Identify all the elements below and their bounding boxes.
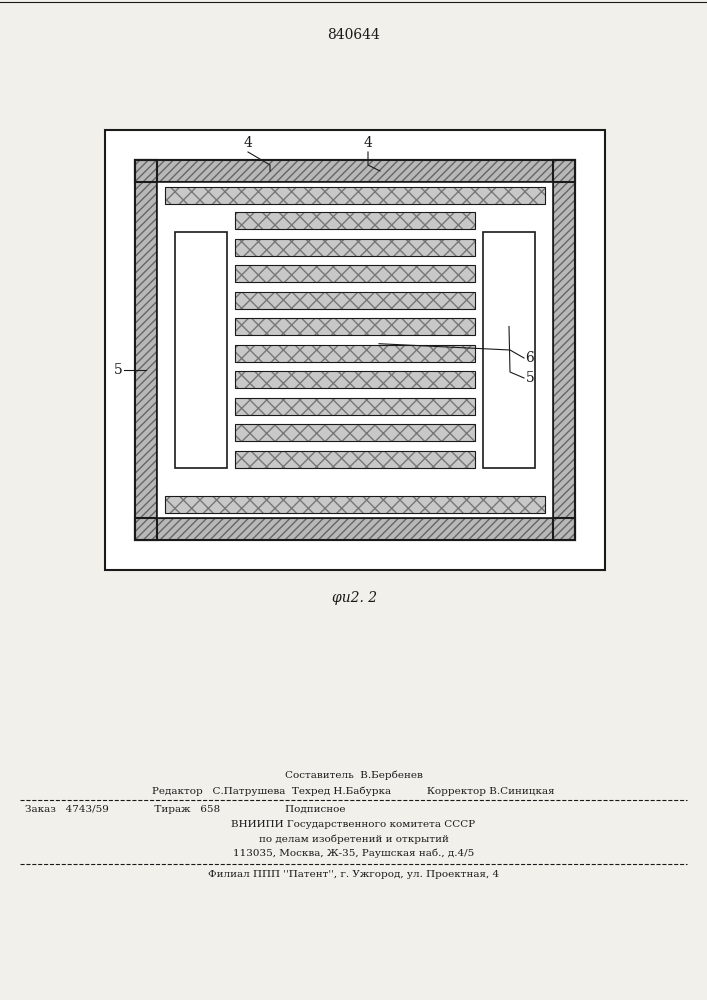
Bar xyxy=(235,292,475,309)
Bar xyxy=(235,318,475,335)
Bar xyxy=(235,318,475,335)
Text: 5: 5 xyxy=(525,371,534,385)
Bar xyxy=(135,518,575,540)
Bar xyxy=(135,160,575,540)
Bar xyxy=(235,292,475,309)
Text: 4: 4 xyxy=(244,136,252,150)
Bar xyxy=(105,130,605,570)
Text: 6: 6 xyxy=(525,351,534,365)
Bar xyxy=(135,160,157,540)
Bar xyxy=(157,182,553,518)
Bar xyxy=(235,398,475,415)
Bar xyxy=(235,345,475,362)
Text: Редактор   С.Патрушева  Техред Н.Бабурка           Корректор В.Синицкая: Редактор С.Патрушева Техред Н.Бабурка Ко… xyxy=(152,786,555,796)
Bar xyxy=(165,187,545,204)
Bar xyxy=(235,424,475,441)
Bar xyxy=(235,239,475,256)
Bar xyxy=(235,265,475,282)
Text: Филиал ППП ''Патент'', г. Ужгород, ул. Проектная, 4: Филиал ППП ''Патент'', г. Ужгород, ул. П… xyxy=(208,870,499,879)
Text: Составитель  В.Бербенев: Составитель В.Бербенев xyxy=(284,770,423,780)
Bar xyxy=(553,160,575,540)
Bar xyxy=(165,187,545,204)
Bar xyxy=(235,345,475,362)
Bar xyxy=(235,265,475,282)
Bar xyxy=(483,232,535,468)
Bar xyxy=(235,371,475,388)
Bar xyxy=(135,160,575,182)
Bar xyxy=(235,398,475,415)
Bar xyxy=(235,451,475,468)
Bar xyxy=(135,518,575,540)
Bar xyxy=(235,212,475,229)
Bar xyxy=(553,160,575,540)
Bar xyxy=(135,160,575,182)
Bar xyxy=(235,424,475,441)
Text: 840644: 840644 xyxy=(327,28,380,42)
Text: φu2. 2: φu2. 2 xyxy=(332,591,378,605)
Text: 5: 5 xyxy=(114,363,122,377)
Bar xyxy=(235,371,475,388)
Bar xyxy=(235,451,475,468)
Bar xyxy=(175,232,227,468)
Text: 113035, Москва, Ж-35, Раушская наб., д.4/5: 113035, Москва, Ж-35, Раушская наб., д.4… xyxy=(233,848,474,857)
Bar xyxy=(135,160,157,540)
Bar xyxy=(165,496,545,513)
Bar xyxy=(235,239,475,256)
Bar xyxy=(235,212,475,229)
Text: по делам изобретений и открытий: по делам изобретений и открытий xyxy=(259,834,448,844)
Text: 4: 4 xyxy=(363,136,373,150)
Text: Заказ   4743/59              Тираж   658                    Подписное: Заказ 4743/59 Тираж 658 Подписное xyxy=(25,805,346,814)
Text: ВНИИПИ Государственного комитета СССР: ВНИИПИ Государственного комитета СССР xyxy=(231,820,476,829)
Bar xyxy=(165,496,545,513)
